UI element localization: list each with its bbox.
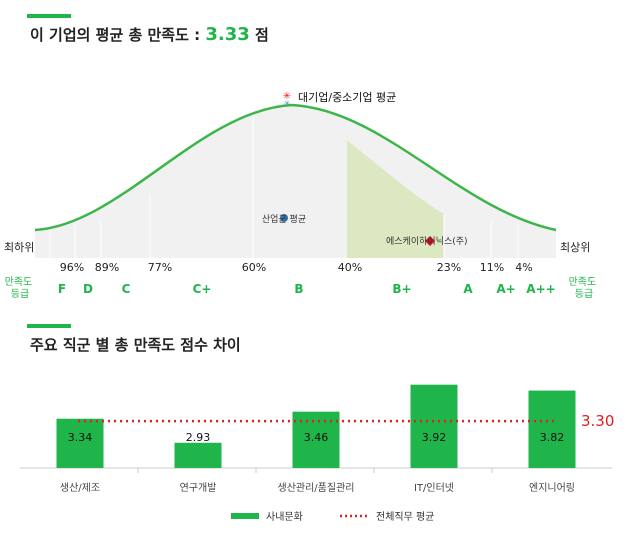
bars-group: 3.34 2.93 3.46 3.92 3.82	[56, 384, 576, 468]
section2-accent-bar	[27, 324, 71, 328]
bar	[56, 418, 104, 468]
x-tick-label: 엔지니어링	[529, 482, 575, 494]
bar-value-label: 3.34	[68, 431, 93, 444]
legend-bar-swatch	[231, 513, 259, 519]
highest-label: 최상위	[560, 241, 590, 254]
grade-label: B	[294, 282, 303, 296]
x-tick-label: 연구개발	[180, 482, 217, 494]
section2-title: 주요 직군 별 총 만족도 점수 차이	[30, 336, 241, 354]
section1-title-suffix: 점	[255, 26, 269, 44]
bar-value-label: 2.93	[186, 431, 211, 444]
bar	[528, 390, 576, 468]
grade-label: A	[463, 282, 473, 296]
section1-title-prefix: 이 기업의 평균 총 만족도 :	[30, 26, 201, 44]
percentile-labels: 96% 89% 77% 60% 40% 23% 11% 4%	[60, 261, 533, 274]
percentile-label: 96%	[60, 261, 84, 274]
large-avg-label: 대기업/중소기업 평균	[298, 91, 396, 104]
industry-avg-label: 산업군 평균	[262, 214, 306, 225]
percentile-label: 4%	[515, 261, 532, 274]
bar	[174, 442, 222, 468]
company-marker-icon	[425, 236, 435, 246]
percentile-label: 11%	[480, 261, 504, 274]
grade-row-label-left: 만족도 등급	[5, 276, 36, 300]
company-label: 에스케이하이닉스(주)	[386, 236, 468, 247]
curve-fill-highlight	[347, 140, 444, 258]
grade-row-label-right: 만족도 등급	[569, 276, 600, 300]
grade-row-label-line2: 등급	[11, 288, 29, 300]
x-tick-label: 생산관리/품질관리	[278, 482, 355, 494]
industry-avg-marker	[280, 214, 288, 222]
percentile-label: 60%	[242, 261, 266, 274]
large-avg-marker-icon-2: ✳	[284, 99, 291, 108]
percentile-label: 89%	[95, 261, 119, 274]
x-tick-label: IT/인터넷	[414, 482, 454, 494]
legend-line-label: 전체직무 평균	[376, 511, 434, 523]
average-reference-label: 3.30	[581, 412, 614, 430]
large-avg-marker-icon: ✳	[283, 91, 291, 102]
grade-dividers	[49, 110, 519, 258]
bar-value-label: 3.46	[304, 431, 329, 444]
legend-bar-label: 사내문화	[266, 511, 303, 523]
lowest-label: 최하위	[4, 240, 34, 254]
section1-accent-bar	[27, 14, 71, 18]
bar-value-label: 3.92	[422, 431, 447, 444]
grade-row-label-line1: 만족도	[5, 276, 33, 288]
grade-label: A++	[526, 282, 555, 296]
grade-label: C+	[193, 282, 212, 296]
grade-label: A+	[496, 282, 515, 296]
bar-value-label: 3.82	[540, 431, 565, 444]
grade-labels: F D C C+ B B+ A A+ A++	[58, 282, 556, 296]
x-tick-label: 생산/제조	[60, 482, 100, 494]
satisfaction-distribution: ✳ ✳ 대기업/중소기업 평균 산업군 평균 에스케이하이닉스(주) 최하위 최…	[4, 91, 600, 300]
bar	[410, 384, 458, 468]
x-labels-group: 생산/제조 연구개발 생산관리/품질관리 IT/인터넷 엔지니어링	[60, 468, 575, 494]
grade-row-label-line1: 만족도	[569, 276, 597, 288]
grade-label: F	[58, 282, 66, 296]
grade-label: D	[83, 282, 93, 296]
percentile-label: 40%	[338, 261, 362, 274]
grade-label: C	[122, 282, 131, 296]
grade-row-label-line2: 등급	[575, 288, 593, 300]
percentile-label: 23%	[437, 261, 461, 274]
distribution-curve	[34, 103, 557, 232]
grade-label: B+	[392, 282, 411, 296]
average-score: 3.33	[205, 24, 250, 45]
percentile-label: 77%	[148, 261, 172, 274]
section1-title: 이 기업의 평균 총 만족도 : 3.33 점	[30, 24, 269, 45]
